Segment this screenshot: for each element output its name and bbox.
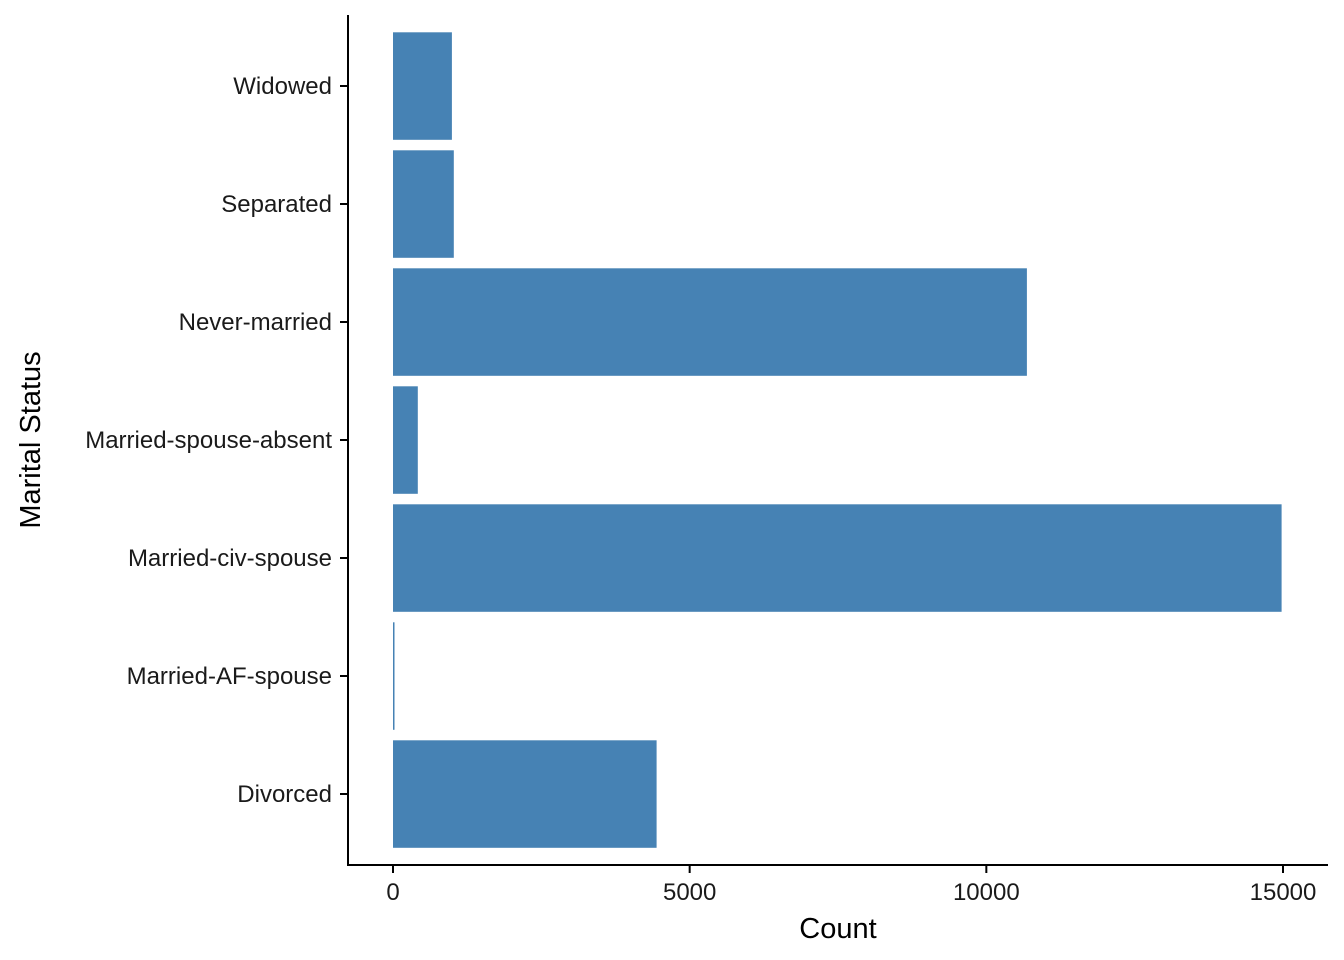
x-tick-label: 0 — [386, 879, 399, 906]
bars-layer — [393, 32, 1282, 848]
y-axis-title: Marital Status — [15, 351, 47, 528]
x-tick-label: 15000 — [1250, 879, 1317, 906]
bar-married-spouse-absent — [393, 386, 418, 494]
axes-layer — [347, 15, 1328, 866]
bar-separated — [393, 150, 454, 258]
x-axis-title: Count — [799, 913, 876, 945]
x-tick-label: 5000 — [663, 879, 716, 906]
y-ticks-layer: Divorced Married-AF-spouse Married-civ-spo… — [85, 73, 348, 808]
y-tick-label: Widowed — [233, 73, 332, 100]
bar-never-married — [393, 268, 1027, 376]
bar-widowed — [393, 32, 452, 140]
bar-married-af-spouse — [393, 622, 395, 730]
y-tick-label: Married-AF-spouse — [127, 663, 332, 690]
bar-married-civ-spouse — [393, 504, 1282, 612]
y-tick-label: Divorced — [237, 781, 332, 808]
y-tick-label: Separated — [221, 191, 332, 218]
y-tick-label: Married-civ-spouse — [128, 545, 332, 572]
y-tick-label: Never-married — [179, 309, 332, 336]
y-tick-label: Married-spouse-absent — [85, 427, 332, 454]
bar-divorced — [393, 740, 657, 848]
x-tick-label: 10000 — [953, 879, 1020, 906]
x-ticks-layer: 0 5000 10000 15000 — [386, 865, 1316, 906]
